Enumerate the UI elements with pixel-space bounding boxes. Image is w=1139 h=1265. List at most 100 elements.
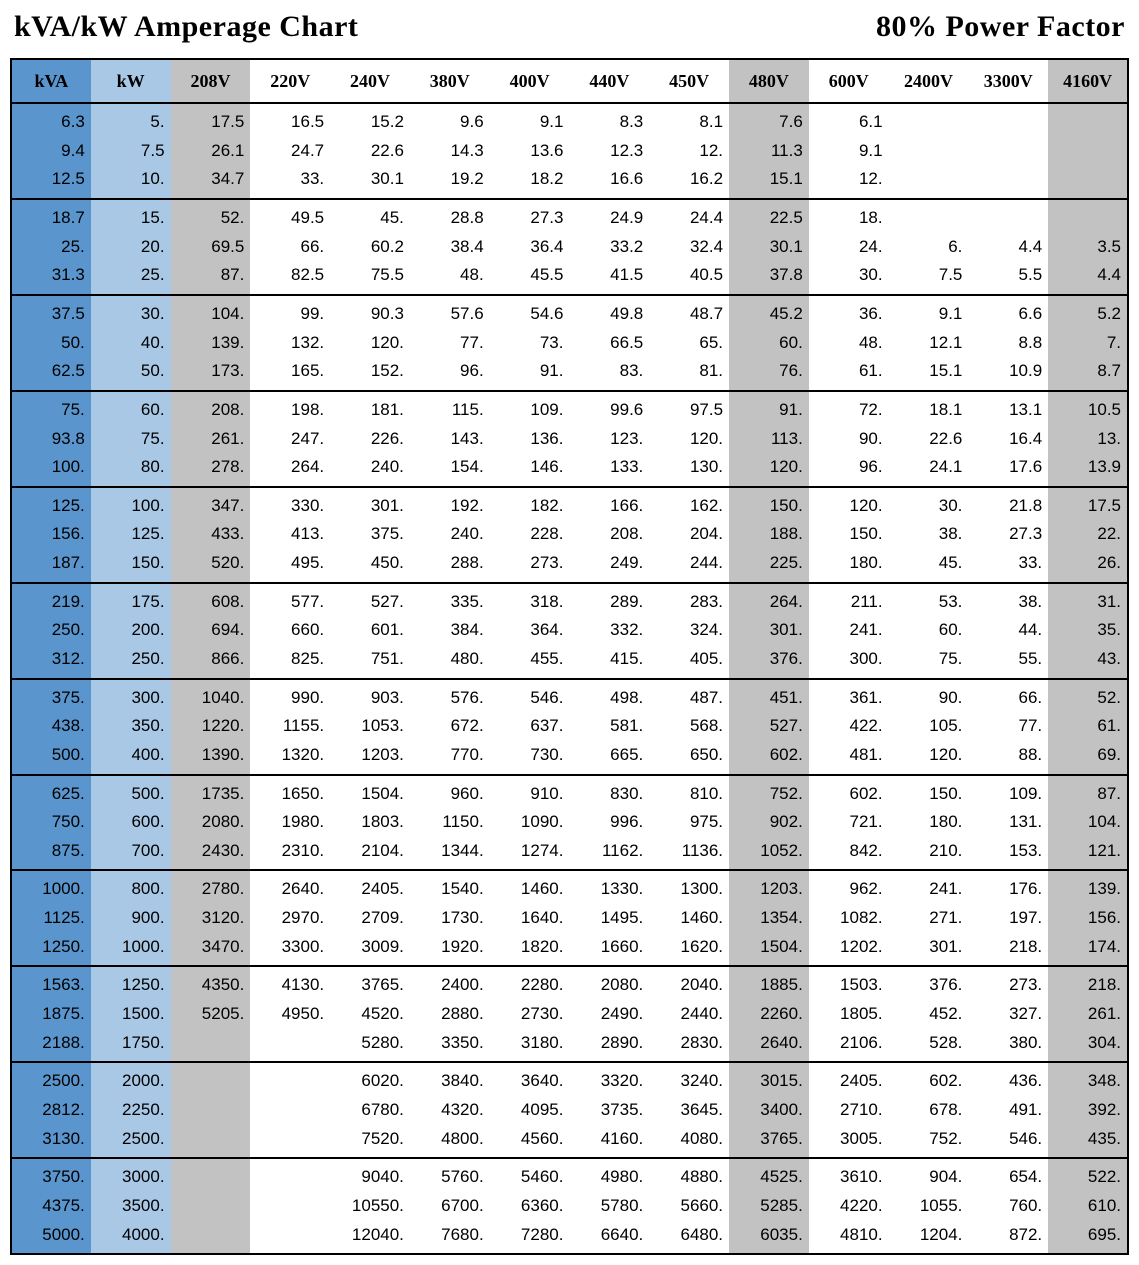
cell: 72. <box>809 391 889 425</box>
cell: 289. <box>569 583 649 617</box>
cell: 5285. <box>729 1192 809 1221</box>
cell: 77. <box>968 712 1048 741</box>
cell: 528. <box>889 1029 969 1063</box>
cell: 57.6 <box>410 295 490 329</box>
cell: 48. <box>809 329 889 358</box>
table-row: 312.250.866.825.751.480.455.415.405.376.… <box>11 645 1128 679</box>
cell: 625. <box>11 775 91 809</box>
cell: 97.5 <box>649 391 729 425</box>
cell: 121. <box>1048 837 1128 871</box>
cell: 4320. <box>410 1096 490 1125</box>
cell: 75. <box>91 425 171 454</box>
cell: 180. <box>889 808 969 837</box>
cell: 16.2 <box>649 165 729 199</box>
cell: 133. <box>569 453 649 487</box>
cell: 602. <box>809 775 889 809</box>
cell: 5660. <box>649 1192 729 1221</box>
col-header: 208V <box>171 59 251 103</box>
cell: 6.1 <box>809 103 889 137</box>
cell: 93.8 <box>11 425 91 454</box>
cell: 15.1 <box>889 357 969 391</box>
col-header: kVA <box>11 59 91 103</box>
cell: 5.5 <box>968 261 1048 295</box>
cell: 208. <box>171 391 251 425</box>
table-row: 12.510.34.733.30.119.218.216.616.215.112… <box>11 165 1128 199</box>
table-row: 156.125.433.413.375.240.228.208.204.188.… <box>11 520 1128 549</box>
cell: 210. <box>889 837 969 871</box>
table-row: 875.700.2430.2310.2104.1344.1274.1162.11… <box>11 837 1128 871</box>
cell: 3009. <box>330 933 410 967</box>
cell: 9.1 <box>889 295 969 329</box>
cell: 3500. <box>91 1192 171 1221</box>
cell: 247. <box>250 425 330 454</box>
cell: 6780. <box>330 1096 410 1125</box>
cell: 22.6 <box>889 425 969 454</box>
col-header: 3300V <box>968 59 1048 103</box>
cell: 3750. <box>11 1158 91 1192</box>
cell: 810. <box>649 775 729 809</box>
col-header: 380V <box>410 59 490 103</box>
cell: 66. <box>968 679 1048 713</box>
cell: 273. <box>968 966 1048 1000</box>
cell: 12. <box>809 165 889 199</box>
cell <box>889 103 969 137</box>
col-header: 220V <box>250 59 330 103</box>
cell: 15.2 <box>330 103 410 137</box>
cell: 3640. <box>490 1062 570 1096</box>
cell: 546. <box>968 1125 1048 1159</box>
cell: 875. <box>11 837 91 871</box>
cell <box>889 165 969 199</box>
cell <box>171 1029 251 1063</box>
cell: 522. <box>1048 1158 1128 1192</box>
cell: 6020. <box>330 1062 410 1096</box>
cell: 2400. <box>410 966 490 1000</box>
cell: 18.2 <box>490 165 570 199</box>
cell: 900. <box>91 904 171 933</box>
cell: 264. <box>729 583 809 617</box>
cell: 18. <box>809 199 889 233</box>
cell: 1090. <box>490 808 570 837</box>
cell: 5460. <box>490 1158 570 1192</box>
cell: 150. <box>889 775 969 809</box>
cell: 1820. <box>490 933 570 967</box>
cell: 451. <box>729 679 809 713</box>
cell: 1980. <box>250 808 330 837</box>
cell: 125. <box>91 520 171 549</box>
cell: 1640. <box>490 904 570 933</box>
cell: 40. <box>91 329 171 358</box>
cell: 304. <box>1048 1029 1128 1063</box>
cell: 9.1 <box>490 103 570 137</box>
cell: 20. <box>91 233 171 262</box>
cell: 2250. <box>91 1096 171 1125</box>
cell: 120. <box>330 329 410 358</box>
cell: 154. <box>410 453 490 487</box>
cell <box>250 1158 330 1192</box>
cell: 2310. <box>250 837 330 871</box>
cell: 91. <box>729 391 809 425</box>
cell: 76. <box>729 357 809 391</box>
cell: 11.3 <box>729 137 809 166</box>
cell <box>1048 165 1128 199</box>
table-row: 75.60.208.198.181.115.109.99.697.591.72.… <box>11 391 1128 425</box>
cell: 150. <box>91 549 171 583</box>
cell: 527. <box>729 712 809 741</box>
cell: 219. <box>11 583 91 617</box>
cell: 181. <box>330 391 410 425</box>
cell: 49.5 <box>250 199 330 233</box>
col-header: 4160V <box>1048 59 1128 103</box>
cell: 7680. <box>410 1221 490 1255</box>
cell: 1730. <box>410 904 490 933</box>
cell: 600. <box>91 808 171 837</box>
cell: 36.4 <box>490 233 570 262</box>
cell: 332. <box>569 616 649 645</box>
cell: 96. <box>410 357 490 391</box>
cell: 244. <box>649 549 729 583</box>
cell: 19.2 <box>410 165 490 199</box>
cell: 1250. <box>11 933 91 967</box>
cell: 300. <box>809 645 889 679</box>
cell: 3005. <box>809 1125 889 1159</box>
cell: 500. <box>11 741 91 775</box>
cell: 69.5 <box>171 233 251 262</box>
cell: 2890. <box>569 1029 649 1063</box>
cell: 376. <box>729 645 809 679</box>
